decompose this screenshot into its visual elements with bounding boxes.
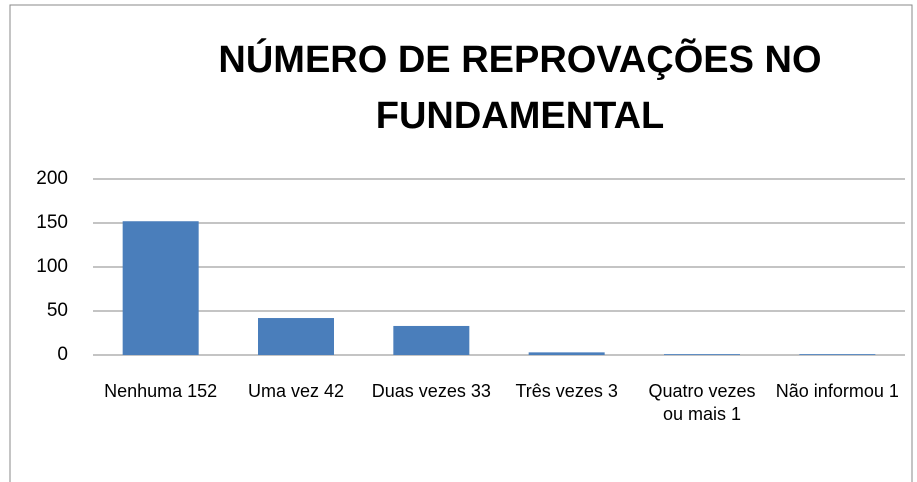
bar bbox=[799, 354, 876, 355]
y-tick-label: 100 bbox=[36, 256, 68, 277]
x-tick-label: Duas vezes 33 bbox=[371, 381, 491, 401]
y-tick-label: 0 bbox=[57, 344, 68, 365]
bar bbox=[664, 354, 740, 355]
y-tick-label: 50 bbox=[47, 300, 68, 321]
bar bbox=[393, 325, 470, 355]
chart-border bbox=[9, 4, 913, 482]
bar bbox=[122, 221, 199, 355]
x-tick-label: Uma vez 42 bbox=[247, 381, 345, 401]
bar bbox=[528, 352, 605, 355]
x-tick-label: Nenhuma 152 bbox=[104, 381, 218, 401]
x-tick-label: Três vezes 3 bbox=[515, 381, 618, 401]
chart-title: NÚMERO DE REPROVAÇÕES NO FUNDAMENTAL bbox=[218, 39, 822, 137]
y-tick-label: 200 bbox=[36, 168, 68, 189]
x-tick-label: Quatro vezes ou mais 1 bbox=[648, 381, 756, 424]
bar bbox=[258, 318, 334, 355]
x-tick-label: Não informou 1 bbox=[775, 381, 899, 401]
y-tick-label: 150 bbox=[36, 212, 68, 233]
